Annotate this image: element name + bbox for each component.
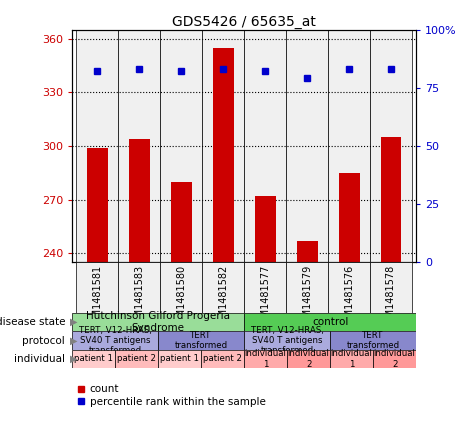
Bar bbox=[255, 196, 276, 262]
Bar bbox=[330, 350, 373, 368]
Bar bbox=[380, 137, 401, 262]
Bar bbox=[72, 313, 244, 331]
Bar bbox=[370, 262, 412, 313]
Text: GSM1481578: GSM1481578 bbox=[386, 265, 396, 330]
Text: patient 2: patient 2 bbox=[203, 354, 242, 363]
Bar bbox=[330, 331, 416, 350]
Bar bbox=[158, 350, 201, 368]
Bar bbox=[297, 241, 318, 262]
Text: TERT, V12-HRAS,
SV40 T antigens
transformed: TERT, V12-HRAS, SV40 T antigens transfor… bbox=[79, 326, 152, 355]
Bar bbox=[118, 30, 160, 262]
Text: individual
1: individual 1 bbox=[245, 349, 286, 368]
Bar bbox=[244, 350, 287, 368]
Bar bbox=[158, 331, 244, 350]
Bar bbox=[202, 262, 244, 313]
Bar bbox=[115, 350, 158, 368]
Bar bbox=[76, 262, 118, 313]
Text: disease state: disease state bbox=[0, 317, 65, 327]
Text: GSM1481576: GSM1481576 bbox=[344, 265, 354, 330]
Bar bbox=[129, 139, 150, 262]
Text: protocol: protocol bbox=[22, 335, 65, 346]
Text: GSM1481580: GSM1481580 bbox=[176, 265, 186, 330]
Bar bbox=[171, 182, 192, 262]
Bar bbox=[160, 30, 202, 262]
Text: individual: individual bbox=[14, 354, 65, 364]
Text: ▶: ▶ bbox=[70, 354, 77, 364]
Text: patient 1: patient 1 bbox=[74, 354, 113, 363]
Bar bbox=[76, 30, 118, 262]
Bar bbox=[72, 331, 158, 350]
Text: individual
2: individual 2 bbox=[288, 349, 330, 368]
Bar bbox=[87, 148, 108, 262]
Text: control: control bbox=[312, 317, 348, 327]
Text: GSM1481583: GSM1481583 bbox=[134, 265, 144, 330]
Text: ▶: ▶ bbox=[70, 335, 77, 346]
Text: patient 1: patient 1 bbox=[160, 354, 199, 363]
Bar bbox=[286, 262, 328, 313]
Text: GSM1481582: GSM1481582 bbox=[218, 265, 228, 330]
Bar bbox=[118, 262, 160, 313]
Bar bbox=[373, 350, 416, 368]
Bar bbox=[370, 30, 412, 262]
Bar bbox=[287, 350, 330, 368]
Bar bbox=[286, 30, 328, 262]
Text: GSM1481579: GSM1481579 bbox=[302, 265, 312, 330]
Text: TERT
transformed: TERT transformed bbox=[174, 331, 228, 350]
Bar bbox=[244, 331, 330, 350]
Text: individual
1: individual 1 bbox=[331, 349, 372, 368]
Text: GSM1481577: GSM1481577 bbox=[260, 265, 270, 330]
Text: ▶: ▶ bbox=[70, 317, 77, 327]
Bar bbox=[328, 262, 370, 313]
Bar bbox=[244, 262, 286, 313]
Text: Hutchinson Gilford Progeria
Syndrome: Hutchinson Gilford Progeria Syndrome bbox=[86, 311, 230, 333]
Bar bbox=[160, 262, 202, 313]
Bar bbox=[244, 313, 416, 331]
Text: TERT
transformed: TERT transformed bbox=[346, 331, 400, 350]
Bar bbox=[213, 47, 233, 262]
Bar bbox=[244, 30, 286, 262]
Bar bbox=[339, 173, 359, 262]
Bar bbox=[328, 30, 370, 262]
Legend: count, percentile rank within the sample: count, percentile rank within the sample bbox=[77, 385, 266, 407]
Text: TERT, V12-HRAS,
SV40 T antigens
transformed: TERT, V12-HRAS, SV40 T antigens transfor… bbox=[251, 326, 324, 355]
Bar bbox=[201, 350, 244, 368]
Text: individual
2: individual 2 bbox=[374, 349, 416, 368]
Title: GDS5426 / 65635_at: GDS5426 / 65635_at bbox=[172, 14, 316, 29]
Bar bbox=[202, 30, 244, 262]
Text: GSM1481581: GSM1481581 bbox=[92, 265, 102, 330]
Text: patient 2: patient 2 bbox=[117, 354, 156, 363]
Bar bbox=[72, 350, 115, 368]
